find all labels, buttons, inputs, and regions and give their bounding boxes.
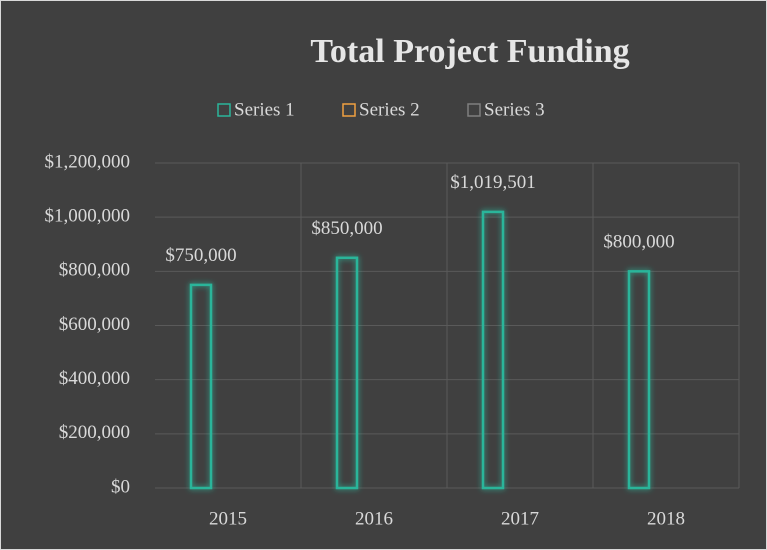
bar xyxy=(481,210,505,490)
bar xyxy=(627,270,651,490)
y-tick-label: $200,000 xyxy=(59,422,130,443)
data-label: $1,019,501 xyxy=(450,172,536,193)
legend-label: Series 2 xyxy=(359,99,420,120)
legend-label: Series 1 xyxy=(234,99,295,120)
legend-swatch xyxy=(217,103,231,117)
x-tick-label: 2017 xyxy=(501,508,539,529)
legend-swatch xyxy=(467,103,481,117)
y-tick-label: $1,200,000 xyxy=(45,151,131,172)
y-tick-label: $1,000,000 xyxy=(45,206,131,227)
x-tick-label: 2015 xyxy=(209,508,247,529)
bar xyxy=(335,256,359,490)
chart-title: Total Project Funding xyxy=(310,33,629,70)
y-tick-label: $800,000 xyxy=(59,260,130,281)
data-label: $800,000 xyxy=(603,232,674,253)
y-tick-label: $600,000 xyxy=(59,314,130,335)
data-label: $750,000 xyxy=(165,245,236,266)
y-tick-label: $400,000 xyxy=(59,368,130,389)
data-label: $850,000 xyxy=(311,218,382,239)
bar xyxy=(189,283,213,490)
legend-swatch xyxy=(342,103,356,117)
y-tick-label: $0 xyxy=(111,476,130,497)
x-tick-label: 2018 xyxy=(647,508,685,529)
x-tick-label: 2016 xyxy=(355,508,393,529)
legend-label: Series 3 xyxy=(484,99,545,120)
